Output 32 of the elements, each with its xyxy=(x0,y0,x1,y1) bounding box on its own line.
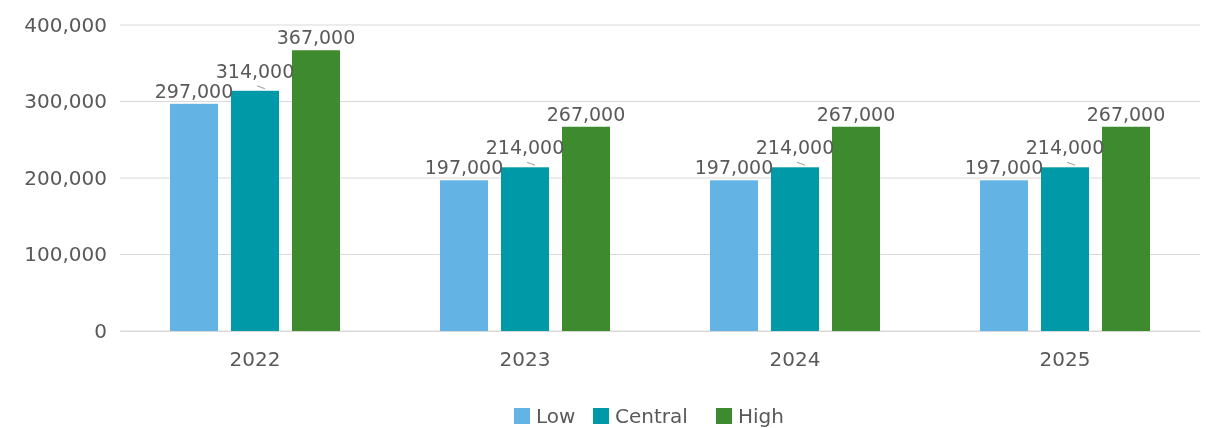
data-label: 197,000 xyxy=(964,156,1044,179)
bar xyxy=(771,167,819,331)
legend-label: Low xyxy=(536,404,576,428)
bar xyxy=(170,103,218,331)
bar xyxy=(832,126,880,331)
y-tick-label: 100,000 xyxy=(24,242,107,267)
data-label: 267,000 xyxy=(816,102,896,125)
bar xyxy=(292,50,340,331)
y-tick-label: 400,000 xyxy=(24,12,107,37)
bar xyxy=(501,167,549,331)
y-tick-label: 200,000 xyxy=(24,165,107,190)
data-label: 367,000 xyxy=(276,26,356,49)
data-label: 267,000 xyxy=(1086,102,1166,125)
bar xyxy=(1041,167,1089,331)
bar xyxy=(440,180,488,331)
x-tick-label: 2022 xyxy=(229,347,281,371)
data-label: 297,000 xyxy=(154,79,234,102)
y-tick-label: 0 xyxy=(94,318,107,343)
legend-label: Central xyxy=(615,404,688,428)
bar xyxy=(1102,126,1150,331)
legend-label: High xyxy=(738,404,784,428)
bar xyxy=(980,180,1028,331)
bar xyxy=(562,126,610,331)
x-tick-label: 2024 xyxy=(769,347,821,371)
data-label: 197,000 xyxy=(424,156,504,179)
bar xyxy=(231,90,279,331)
y-tick-label: 300,000 xyxy=(24,89,107,114)
x-tick-label: 2023 xyxy=(499,347,551,371)
bar xyxy=(710,180,758,331)
data-label: 267,000 xyxy=(546,102,626,125)
data-label: 197,000 xyxy=(694,156,774,179)
x-tick-label: 2025 xyxy=(1039,347,1091,371)
